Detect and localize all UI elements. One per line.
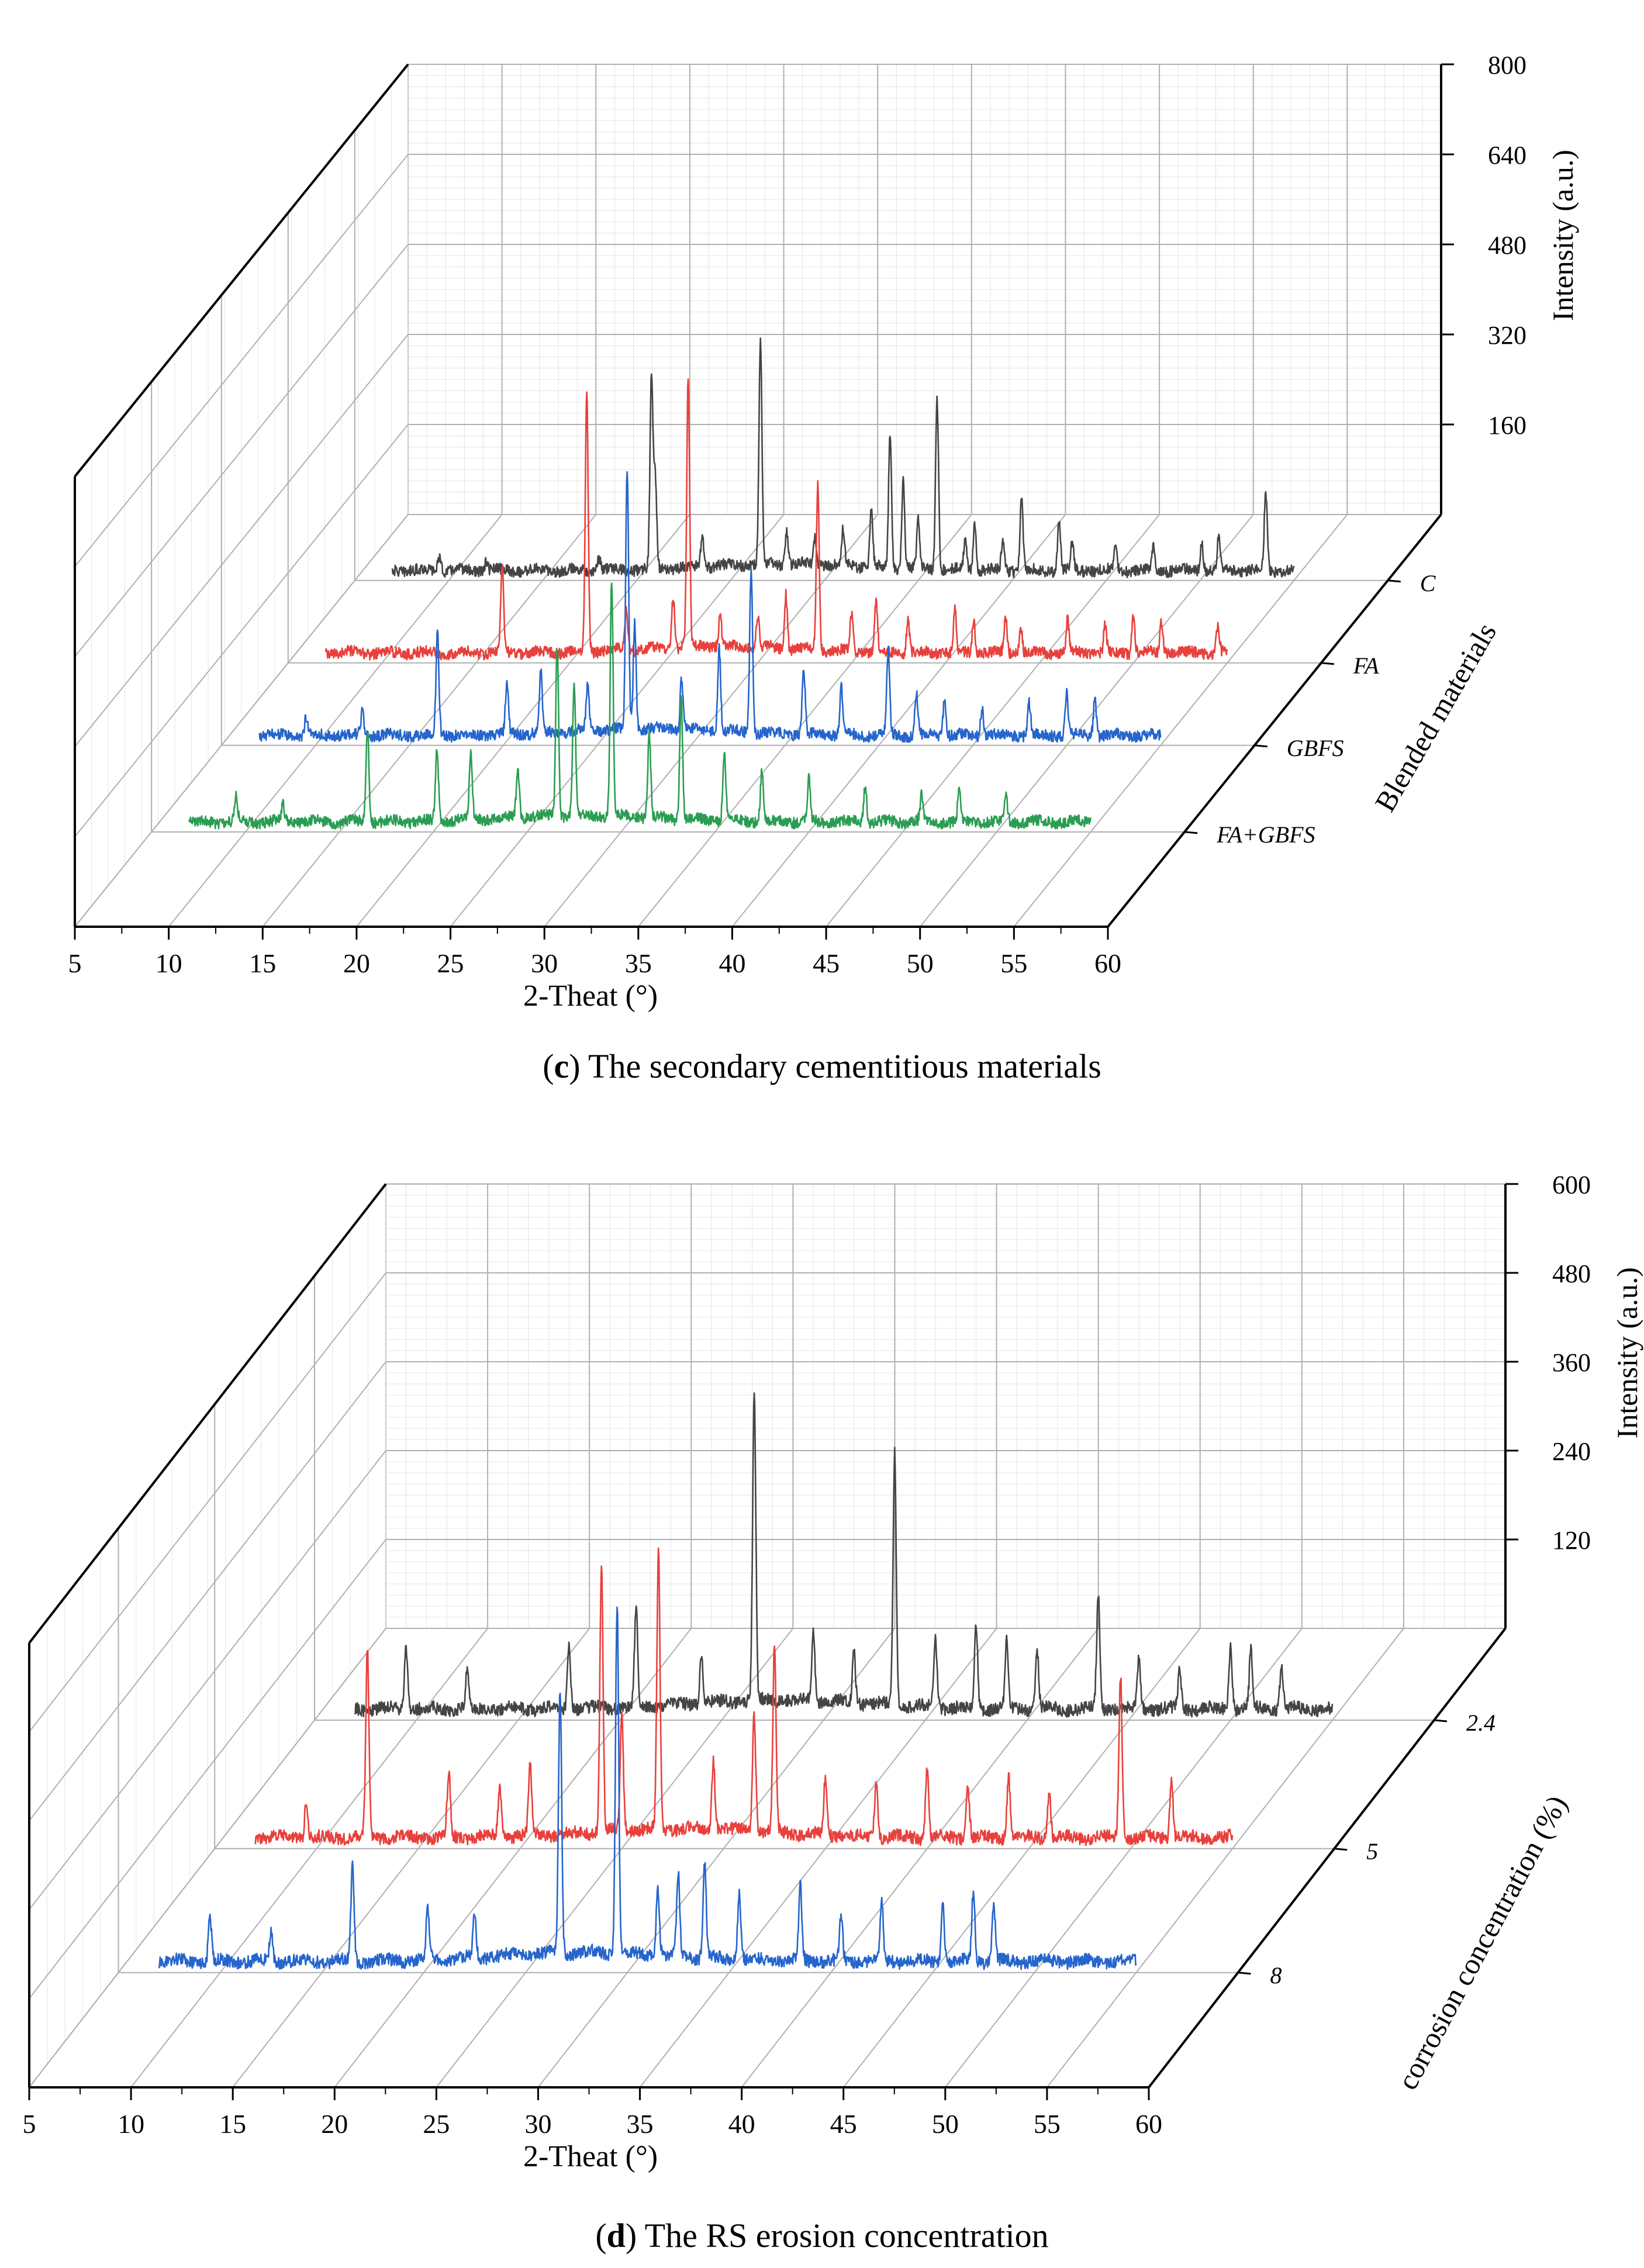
z-tick-label: 240 [1552,1437,1591,1466]
x-tick-label: 50 [932,2109,959,2139]
depth-axis-line [1148,1627,1507,2089]
floor-grid-x [537,1628,896,2088]
floor-grid-x [74,514,409,927]
depth-tick [1387,579,1401,583]
series-line-FA [324,378,1228,661]
z-tick-label: 600 [1552,1171,1591,1199]
depth-tick-label: GBFS [1287,735,1344,761]
depth-tick [1434,1719,1448,1722]
left-grid-z [29,1272,386,1732]
x-axis-label: 2-Theat (°) [523,979,658,1013]
left-top-edge [74,63,409,478]
depth-tick [1334,1848,1348,1851]
left-grid-z [74,424,409,837]
depth-tick [1184,831,1198,834]
z-tick-label: 120 [1552,1526,1591,1555]
x-tick-label: 55 [1000,948,1027,978]
series-line-8 [158,1606,1137,1970]
series-line-FA-GBFS [188,582,1092,830]
series-line-2-4 [354,1392,1334,1718]
x-tick-label: 35 [627,2109,654,2139]
caption-d: (d) The RS erosion concentration [595,2217,1049,2255]
chart-d-waterfall: 5 10 15 20 25 30 35 40 45 50 55 60 2-Theat (°) 120 240… [23,1171,1644,2173]
z-tick-label: 480 [1488,231,1526,260]
left-grid-z [29,1539,386,1999]
x-tick-label: 15 [219,2109,246,2139]
floor-grid-x [1047,1628,1404,2088]
x-tick-label: 60 [1094,948,1121,978]
x-tick-label: 25 [437,948,464,978]
floor-grid-x [130,1628,488,2088]
left-grid-z [74,154,409,567]
depth-axis-line [1107,513,1442,928]
x-tick-label: 30 [531,948,558,978]
depth-tick-label: 5 [1366,1838,1378,1865]
floor-grid-x [29,1628,386,2088]
floor-grid-x [919,514,1254,927]
x-tick-label: 25 [423,2109,450,2139]
x-tick-label: 45 [813,948,840,978]
chart-c-waterfall: 5 10 15 20 25 30 35 40 45 50 55 60 2-Theat (°) 160 320… [68,51,1580,1013]
x-axis-label: 2-Theat (°) [523,2140,658,2173]
x-tick-label: 10 [118,2109,144,2139]
depth-axis-label: Blended materials [1368,617,1503,817]
z-tick-label: 640 [1488,141,1526,170]
z-axis-label: Intensity (a.u.) [1546,150,1579,321]
x-tick-label: 10 [156,948,182,978]
x-tick-label: 5 [68,948,82,978]
floor-grid-x [232,1628,590,2088]
floor-grid-x [638,514,972,927]
floor-grid-x [1013,514,1348,927]
left-grid-z [74,334,409,747]
x-tick-label: 30 [524,2109,551,2139]
depth-tick-label: C [1420,570,1436,596]
z-tick-label: 160 [1488,411,1526,440]
floor-grid-x [731,514,1066,927]
floor-grid-x [262,514,597,927]
floor-grid-x [544,514,878,927]
x-tick-label: 60 [1135,2109,1162,2139]
left-grid-z [29,1361,386,1821]
depth-tick [1321,662,1334,665]
x-tick-label: 15 [249,948,276,978]
z-tick-label: 480 [1552,1259,1591,1288]
depth-tick [1254,744,1267,748]
floor-grid-x [842,1628,1201,2088]
x-tick-label: 40 [719,948,745,978]
x-tick-label: 20 [321,2109,348,2139]
depth-tick-label: FA [1353,653,1379,679]
z-tick-label: 360 [1552,1348,1591,1377]
x-tick-label: 45 [830,2109,857,2139]
floor-grid-x [334,1628,692,2088]
x-tick-label: 50 [907,948,934,978]
caption-c: (c) The secondary cementitious materials [543,1047,1101,1085]
z-tick-label: 800 [1488,51,1526,80]
z-axis-label: Intensity (a.u.) [1611,1267,1643,1438]
x-tick-label: 55 [1034,2109,1061,2139]
left-top-edge [28,1183,387,1644]
floor-grid-x [826,514,1160,927]
depth-tick-label: 2.4 [1466,1710,1496,1736]
floor-grid-x [450,514,785,927]
floor-grid-x [741,1628,1099,2088]
x-tick-label: 20 [343,948,370,978]
series-line-5 [254,1547,1234,1846]
x-tick-label: 40 [728,2109,755,2139]
depth-tick-label: 8 [1270,1962,1282,1989]
depth-tick [1238,1972,1251,1975]
floor-grid-x [356,514,690,927]
floor-grid-x [168,514,503,927]
z-tick-label: 320 [1488,321,1526,350]
depth-axis-label: corrosion concentration (%) [1391,1790,1574,2095]
series-line-GBFS [258,471,1162,743]
left-grid-z [74,244,409,657]
x-tick-label: 35 [625,948,652,978]
floor-grid-x [639,1628,997,2088]
left-grid-z [29,1450,386,1910]
series-line-C [391,337,1295,579]
x-tick-label: 5 [23,2109,36,2139]
depth-tick-label: FA+GBFS [1216,821,1315,848]
